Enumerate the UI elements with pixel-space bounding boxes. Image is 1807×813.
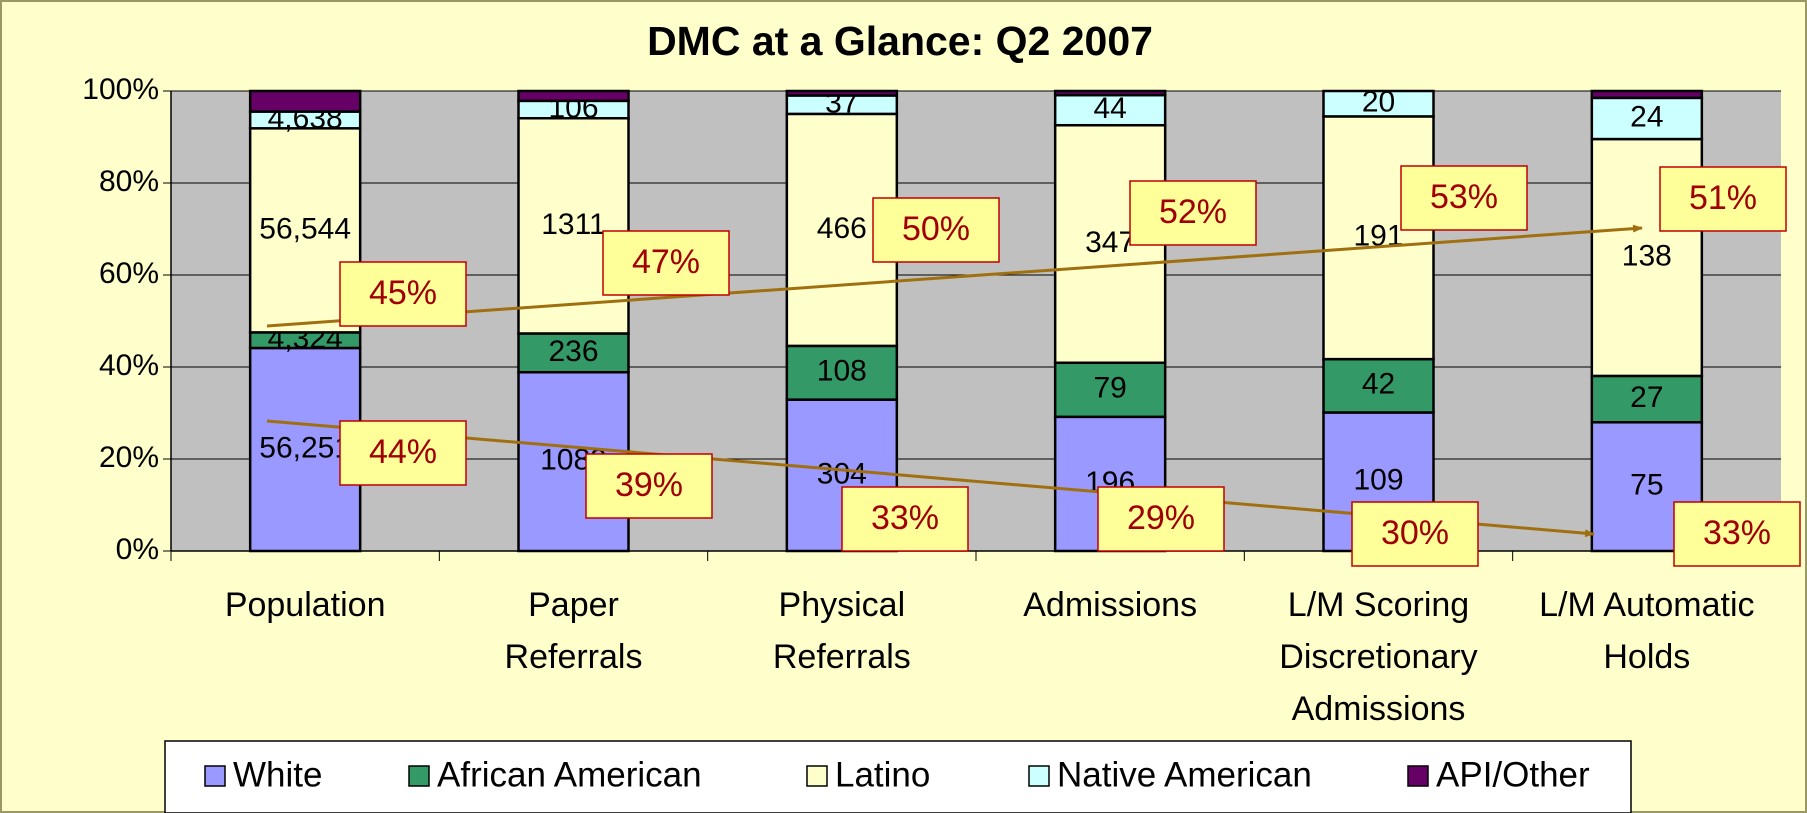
annotation-box xyxy=(1351,501,1479,567)
annotation-box xyxy=(1673,501,1801,567)
data-label: 27 xyxy=(1630,381,1663,414)
x-tick-label: Physical Referrals xyxy=(773,586,911,676)
annotation: 47% xyxy=(632,243,700,281)
annotation-box xyxy=(1129,180,1257,246)
data-label: 56,251 xyxy=(259,431,351,464)
legend-label: API/Other xyxy=(1436,755,1590,794)
annotation-box xyxy=(872,197,1000,263)
legend-marker xyxy=(204,765,226,787)
bar-segment xyxy=(785,344,899,401)
data-label: 236 xyxy=(548,335,598,368)
data-label: 466 xyxy=(817,212,867,245)
bar-segment xyxy=(1590,96,1704,141)
annotation: 39% xyxy=(615,466,683,504)
data-label: 44 xyxy=(1093,92,1126,125)
y-tick-label: 100% xyxy=(82,73,159,106)
data-label: 109 xyxy=(1353,464,1403,497)
annotation: 44% xyxy=(369,433,437,471)
data-label: 42 xyxy=(1362,368,1395,401)
annotation: 33% xyxy=(1703,514,1771,552)
bar-segment xyxy=(785,89,899,97)
annotation: 33% xyxy=(871,499,939,537)
annotation-box xyxy=(1097,486,1225,552)
annotation: 51% xyxy=(1689,179,1757,217)
legend-label: Latino xyxy=(835,755,930,794)
legend-marker xyxy=(806,765,828,787)
annotation: 53% xyxy=(1430,178,1498,216)
annotation: 50% xyxy=(902,210,970,248)
legend-label: White xyxy=(233,755,322,794)
x-tick-label: Admissions xyxy=(1023,586,1197,624)
x-tick-label: L/M Scoring Discretionary Admissions xyxy=(1279,586,1477,728)
x-tick-label: Population xyxy=(225,586,386,624)
y-tick-label: 20% xyxy=(99,441,159,474)
data-label: 138 xyxy=(1622,239,1672,272)
legend-marker xyxy=(1407,765,1429,787)
legend-label: African American xyxy=(437,755,702,794)
bar-segment xyxy=(1590,137,1704,378)
annotation: 45% xyxy=(369,274,437,312)
data-label: 75 xyxy=(1630,469,1663,502)
y-tick-label: 0% xyxy=(116,533,159,566)
bar-segment xyxy=(1053,361,1167,419)
annotation-box xyxy=(602,230,730,296)
bar-segment xyxy=(517,89,630,103)
x-tick-label: L/M Automatic Holds xyxy=(1539,586,1754,676)
bar-segment xyxy=(1322,357,1435,414)
annotation-box xyxy=(339,420,467,486)
annotation: 52% xyxy=(1159,193,1227,231)
data-label: 304 xyxy=(817,457,867,490)
data-label: 20 xyxy=(1362,86,1395,119)
annotation-box xyxy=(585,453,713,519)
data-label: 24 xyxy=(1630,100,1663,133)
y-tick-label: 80% xyxy=(99,165,159,198)
legend-label: Native American xyxy=(1057,755,1312,794)
bar-segment xyxy=(248,89,362,113)
data-label: 347 xyxy=(1085,226,1135,259)
data-label: 1311 xyxy=(541,208,606,241)
trend-arrow xyxy=(266,224,1643,328)
y-tick-label: 40% xyxy=(99,349,159,382)
bar-segment xyxy=(1322,115,1435,361)
bar-segment xyxy=(1053,89,1167,97)
legend-marker xyxy=(1028,765,1050,787)
annotation: 29% xyxy=(1127,499,1195,537)
annotation-box xyxy=(1659,166,1787,232)
y-tick-label: 60% xyxy=(99,257,159,290)
data-label: 108 xyxy=(817,355,867,388)
x-tick-label: Paper Referrals xyxy=(505,586,643,676)
annotation-box xyxy=(1400,165,1528,231)
data-label: 79 xyxy=(1093,372,1126,405)
data-label: 56,544 xyxy=(259,212,351,245)
legend-marker xyxy=(408,765,430,787)
chart-title: DMC at a Glance: Q2 2007 xyxy=(647,18,1153,64)
annotation-box xyxy=(841,486,969,552)
annotation: 30% xyxy=(1381,514,1449,552)
bar-segment xyxy=(1322,89,1435,118)
bar-segment xyxy=(1590,89,1704,100)
annotation-box xyxy=(339,261,467,327)
